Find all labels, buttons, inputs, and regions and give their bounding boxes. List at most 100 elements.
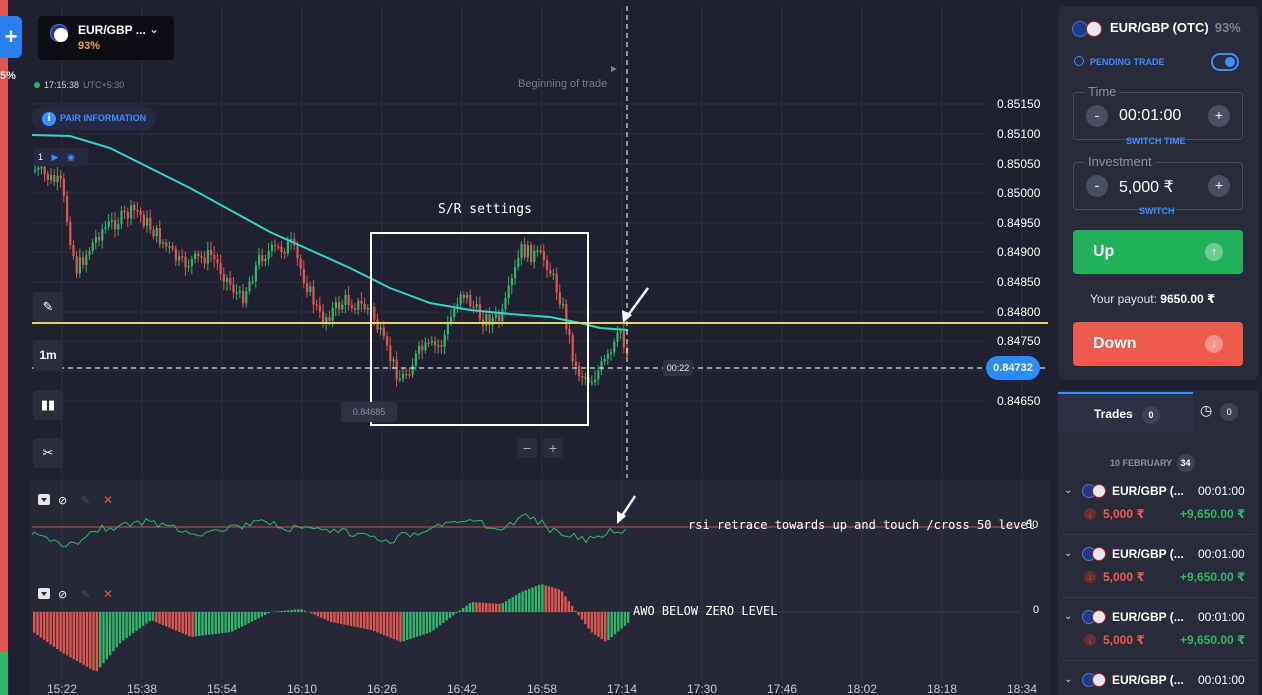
indicators-chip[interactable]: 1 ▶ ◉ <box>34 148 88 166</box>
chart-type-button[interactable]: ▮▮ <box>33 390 63 420</box>
awo-controls: ⊘ ✎ ✕ <box>38 587 113 601</box>
rsi-close-icon: ✕ <box>103 493 113 507</box>
current-price-badge: 0.84732 <box>986 356 1040 380</box>
time-tick: 15:54 <box>207 682 238 695</box>
rsi-line <box>31 513 627 548</box>
history-count: 0 <box>1220 403 1239 421</box>
price-tick: 0.84900 <box>997 245 1041 259</box>
time-tick: 16:26 <box>367 682 398 695</box>
sr-highlight-box <box>370 232 589 426</box>
switch-time-button[interactable]: SWITCH TIME <box>1126 136 1186 146</box>
chevron-down-icon[interactable]: ⌄ <box>1064 485 1073 496</box>
time-decrease-button[interactable]: - <box>1086 105 1108 127</box>
clock-icon <box>1074 56 1084 66</box>
asset-selector[interactable]: EUR/GBP ... 93% ⌄ <box>38 16 174 60</box>
time-tick: 18:02 <box>847 682 878 695</box>
investment-field[interactable] <box>1073 162 1243 210</box>
price-tick: 0.85000 <box>997 186 1041 200</box>
down-label: Down <box>1093 335 1137 352</box>
indicator-grid <box>61 480 1023 680</box>
tab-trades-label: Trades <box>1094 407 1133 421</box>
panel-asset-name: EUR/GBP (OTC) <box>1110 20 1209 35</box>
indicator-count: 1 <box>38 152 44 162</box>
zoom-in-button[interactable]: + <box>543 438 563 458</box>
clock-icon: ◷ <box>1200 402 1213 418</box>
trade-duration: 00:01:00 <box>1198 610 1245 624</box>
arrow-down-icon: ↓ <box>1205 335 1223 353</box>
switch-button[interactable]: SWITCH <box>1139 206 1175 216</box>
left-payout-bar-green <box>0 652 8 695</box>
tab-history[interactable]: ◷ 0 <box>1200 402 1239 421</box>
zoom-out-button[interactable]: − <box>517 438 537 458</box>
investment-increase-button[interactable]: + <box>1208 175 1230 197</box>
time-tick: 16:42 <box>447 682 478 695</box>
play-icon[interactable]: ▶ <box>51 152 59 162</box>
indicator-icon: ✂ <box>42 445 54 460</box>
trade-duration: 00:01:00 <box>1198 673 1245 687</box>
trade-row[interactable]: ⌄ EUR/GBP (... 00:01:00 ↓ 5,000 ₹ +9,650… <box>1062 605 1254 661</box>
investment-decrease-button[interactable]: - <box>1086 175 1108 197</box>
sr-settings-annotation: S/R settings <box>438 202 532 217</box>
pair-information-label: PAIR INFORMATION <box>60 113 147 123</box>
trade-result: +9,650.00 ₹ <box>1180 570 1246 584</box>
eye-icon[interactable]: ◉ <box>66 152 75 162</box>
rsi-annotation: rsi retrace towards up and touch /cross … <box>688 518 1035 532</box>
moving-average-line <box>31 134 629 331</box>
price-tick: 0.84650 <box>997 394 1041 408</box>
trade-amount: 5,000 ₹ <box>1103 633 1145 647</box>
your-payout: Your payout: 9650.00 ₹ <box>1090 292 1215 306</box>
chart-grid <box>32 6 1023 478</box>
trade-row[interactable]: ⌄ EUR/GBP (... 00:01:00 ↓ 5,000 ₹ +9,650… <box>1062 479 1254 535</box>
down-button[interactable]: Down ↓ <box>1073 322 1243 366</box>
time-field[interactable] <box>1073 92 1243 140</box>
annotation-arrow-icon <box>622 287 650 323</box>
time-label: Time <box>1085 84 1120 99</box>
trade-duration: 00:01:00 <box>1198 484 1245 498</box>
gbp-flag-icon <box>1092 610 1106 624</box>
time-value[interactable]: 00:01:00 <box>1119 107 1182 124</box>
online-dot-icon <box>34 82 40 88</box>
time-tick: 17:14 <box>607 682 638 695</box>
arrow-down-icon: ↓ <box>1084 571 1096 583</box>
gbp-flag-icon <box>54 28 68 42</box>
investment-value[interactable]: 5,000 ₹ <box>1119 179 1174 196</box>
drawing-tool-button[interactable]: ✎ <box>33 292 63 322</box>
time-tick: 15:22 <box>47 682 78 695</box>
add-chart-button[interactable]: + <box>0 16 22 58</box>
left-payout-percent: 5% <box>0 70 16 82</box>
low-price-label: 0.84685 <box>341 402 397 422</box>
awo-histogram <box>33 584 630 672</box>
pair-information-button[interactable]: i PAIR INFORMATION <box>32 106 157 130</box>
price-tick: 0.84950 <box>997 216 1041 230</box>
trade-row[interactable]: ⌄ EUR/GBP (... 00:01:00 <box>1062 668 1254 695</box>
chevron-down-icon[interactable]: ⌄ <box>1064 674 1073 685</box>
clock-timezone: UTC+5:30 <box>83 80 125 90</box>
payout-label: Your payout: <box>1090 292 1157 306</box>
time-tick: 15:38 <box>127 682 158 695</box>
arrow-down-icon: ↓ <box>1084 508 1096 520</box>
candle-timer: 00:22 <box>663 360 693 376</box>
beginning-of-trade-label: Beginning of trade <box>518 78 608 90</box>
indicators-button[interactable]: ✂ <box>33 438 63 468</box>
timeframe-button[interactable]: 1m <box>33 340 63 370</box>
time-tick: 16:58 <box>527 682 558 695</box>
trade-row[interactable]: ⌄ EUR/GBP (... 00:01:00 ↓ 5,000 ₹ +9,650… <box>1062 542 1254 598</box>
pending-trade-toggle[interactable] <box>1211 53 1239 71</box>
trade-result: +9,650.00 ₹ <box>1180 507 1246 521</box>
tab-trades[interactable]: Trades 0 <box>1058 392 1193 432</box>
awo-annotation: AWO BELOW ZERO LEVEL <box>633 604 778 618</box>
awo-level-label: 0 <box>1033 604 1040 616</box>
pending-trade-text: PENDING TRADE <box>1090 57 1165 67</box>
up-label: Up <box>1093 243 1115 260</box>
gbp-flag-icon <box>1086 21 1102 37</box>
chevron-down-icon: ⌄ <box>149 22 160 36</box>
panel-asset[interactable]: EUR/GBP (OTC) 93% <box>1110 20 1241 35</box>
date-header-label: 10 FEBRUARY <box>1110 458 1173 468</box>
chevron-down-icon[interactable]: ⌄ <box>1064 611 1073 622</box>
chevron-down-icon[interactable]: ⌄ <box>1064 548 1073 559</box>
time-increase-button[interactable]: + <box>1208 105 1230 127</box>
candles-icon: ▮▮ <box>40 397 56 412</box>
price-chart[interactable]: ⊘ ✎ ✕ ⊘ ✎ ✕ <box>0 0 1050 695</box>
price-tick: 0.84750 <box>997 334 1041 348</box>
up-button[interactable]: Up ↑ <box>1073 230 1243 274</box>
